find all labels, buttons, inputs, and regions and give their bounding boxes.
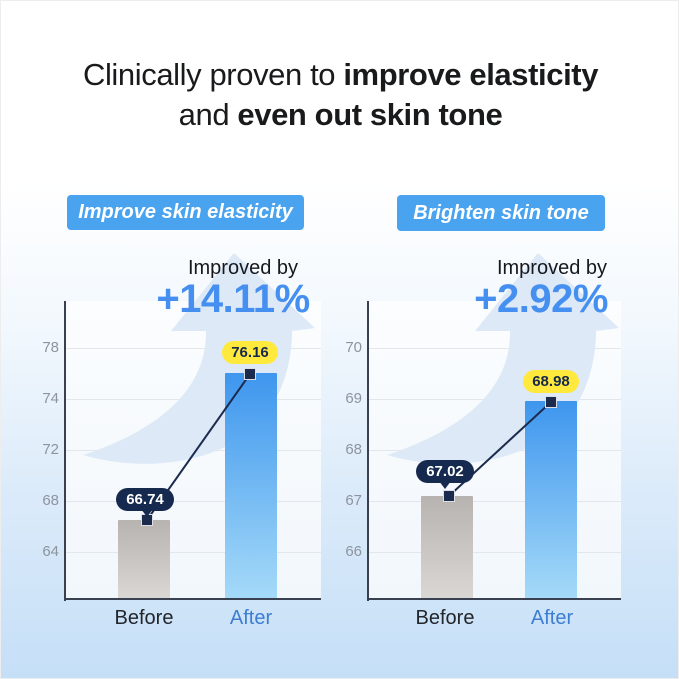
improvement-percent: +14.11% [156, 277, 310, 321]
x-axis [367, 598, 621, 600]
y-tick-label: 67 [345, 492, 362, 509]
bar-before [118, 520, 170, 599]
improved-by-label: Improved by [496, 257, 608, 279]
improved-by-label: Improved by [187, 257, 299, 279]
y-tick-label: 69 [345, 390, 362, 407]
x-label-after: After [530, 607, 574, 629]
value-pill-before: 67.02 [416, 460, 474, 483]
gridline [369, 348, 621, 349]
x-label-before: Before [415, 607, 475, 629]
y-tick-label: 68 [42, 492, 59, 509]
value-pill-tail [439, 481, 451, 489]
gridline [369, 501, 621, 502]
y-tick-label: 64 [42, 543, 59, 560]
data-point-marker-before [443, 490, 455, 502]
data-point-marker-after [244, 368, 256, 380]
title-regular-text: and [178, 97, 238, 132]
y-tick-label: 78 [42, 339, 59, 356]
banner-brighten-skin-tone: Brighten skin tone [397, 195, 605, 231]
y-tick-label: 72 [42, 441, 59, 458]
gridline [369, 552, 621, 553]
title-bold-text: even out skin tone [237, 97, 503, 132]
improvement-percent: +2.92% [474, 277, 608, 321]
y-axis [367, 301, 369, 601]
y-tick-label: 74 [42, 390, 59, 407]
data-point-marker-after [545, 396, 557, 408]
page-title: Clinically proven to improve elasticity … [1, 55, 678, 135]
x-label-after: After [229, 607, 273, 629]
bar-before [421, 496, 473, 599]
page-title-line1: Clinically proven to improve elasticity [1, 55, 678, 95]
y-tick-label: 66 [345, 543, 362, 560]
value-pill-before: 66.74 [116, 488, 174, 511]
title-regular-text: Clinically proven to [82, 57, 344, 92]
y-axis [64, 301, 66, 601]
y-tick-label: 68 [345, 441, 362, 458]
bar-after [525, 401, 577, 599]
x-axis [64, 598, 321, 600]
title-bold-text: improve elasticity [343, 57, 599, 92]
y-tick-label: 70 [345, 339, 362, 356]
value-pill-after: 76.16 [222, 341, 278, 364]
value-pill-after: 68.98 [523, 370, 579, 393]
value-pill-tail [141, 509, 153, 517]
banner-improve-skin-elasticity: Improve skin elasticity [67, 195, 304, 230]
bar-after [225, 373, 277, 599]
gridline [66, 552, 321, 553]
x-label-before: Before [114, 607, 174, 629]
gridline [66, 501, 321, 502]
page-title-line2: and even out skin tone [1, 95, 678, 135]
gridline [66, 348, 321, 349]
